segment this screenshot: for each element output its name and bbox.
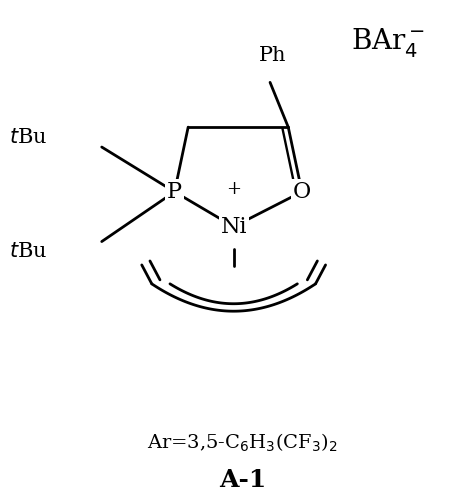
Text: O: O [293, 181, 311, 203]
Text: Ni: Ni [220, 216, 247, 237]
Text: Ar=3,5-C$_6$H$_3$(CF$_3$)$_2$: Ar=3,5-C$_6$H$_3$(CF$_3$)$_2$ [148, 432, 338, 454]
Text: Ph: Ph [259, 45, 286, 64]
Text: BAr$_4^-$: BAr$_4^-$ [351, 26, 425, 59]
Text: A-1: A-1 [219, 468, 266, 492]
Text: P: P [167, 181, 182, 203]
Text: $t$Bu: $t$Bu [9, 242, 47, 261]
Text: $t$Bu: $t$Bu [9, 128, 47, 146]
Text: +: + [226, 180, 241, 198]
